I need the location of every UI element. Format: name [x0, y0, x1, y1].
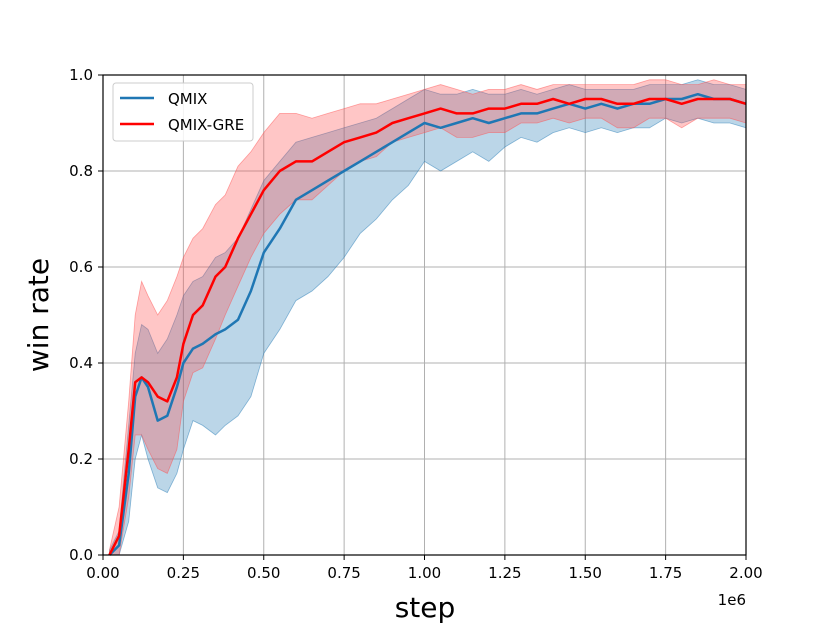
x-tick-label: 2.00: [729, 564, 762, 582]
y-tick-label: 0.0: [69, 546, 93, 564]
axis-ticks: 0.00 0.25 0.50 0.75 1.00 1.25 1.50 1.75 2.00 0.0 0…: [69, 66, 763, 582]
x-offset-label: 1e6: [718, 591, 746, 609]
line-qmix-gre: [108, 97, 747, 556]
x-tick-label: 1.25: [488, 564, 521, 582]
x-tick-label: 0.25: [167, 564, 200, 582]
series-lines: [108, 92, 747, 556]
x-tick-label: 0.75: [327, 564, 360, 582]
y-tick-label: 1.0: [69, 66, 93, 84]
y-tick-label: 0.8: [69, 162, 93, 180]
y-axis-title: win rate: [22, 258, 55, 372]
x-tick-label: 1.75: [649, 564, 682, 582]
x-axis-title: step: [395, 591, 456, 623]
x-tick-label: 1.00: [408, 564, 441, 582]
x-tick-label: 0.00: [86, 564, 119, 582]
legend: QMIX QMIX-GRE: [112, 82, 254, 142]
legend-label-qmix: QMIX: [168, 90, 207, 108]
y-tick-label: 0.6: [69, 258, 93, 276]
line-qmix: [108, 92, 747, 556]
y-tick-label: 0.2: [69, 450, 93, 468]
y-tick-label: 0.4: [69, 354, 93, 372]
x-tick-label: 1.50: [569, 564, 602, 582]
x-tick-label: 0.50: [247, 564, 280, 582]
legend-label-qmix-gre: QMIX-GRE: [168, 116, 244, 134]
